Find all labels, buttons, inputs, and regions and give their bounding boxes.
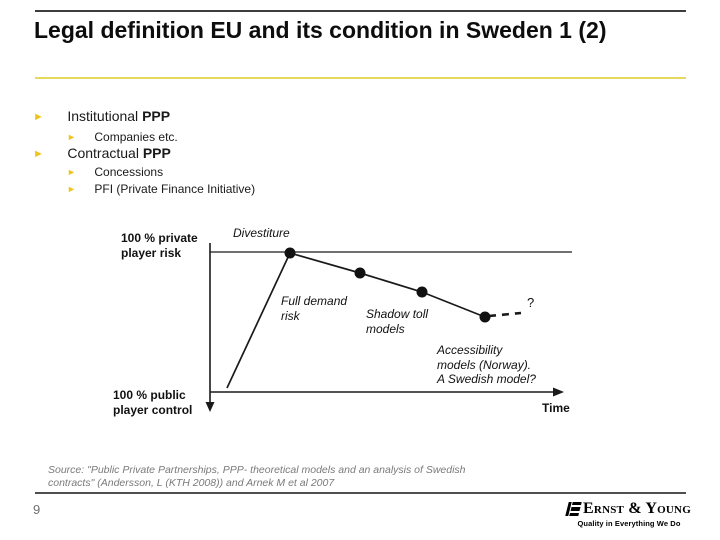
y-axis-top-label: 100 % private player risk — [121, 231, 198, 260]
bullet-label: Institutional PPP — [67, 108, 170, 124]
data-point-accessibility — [479, 311, 491, 323]
ey-logo-icon — [565, 502, 582, 516]
bullet-label: Concessions — [94, 165, 164, 179]
page-title: Legal definition EU and its condition in… — [34, 17, 607, 43]
y-axis-arrow-icon — [205, 402, 215, 412]
bullet-arrow-icon: ► — [33, 148, 44, 160]
x-axis-label: Time — [542, 401, 570, 415]
bullet-arrow-icon: ► — [67, 184, 76, 194]
page-number: 9 — [33, 502, 41, 517]
data-point-divestiture — [284, 247, 296, 259]
bullet-item: ► Institutional PPP — [33, 108, 170, 126]
bullet-item: ► Concessions — [67, 163, 163, 181]
accessibility-label: Accessibility models (Norway). A Swedish… — [437, 343, 536, 386]
bottom-rule — [35, 492, 686, 494]
ey-logo-name: Ernst & Young — [583, 500, 691, 517]
data-point — [354, 267, 366, 279]
full-demand-risk-label: Full demand risk — [281, 294, 348, 323]
y-axis-bottom-label: 100 % public player control — [113, 388, 193, 417]
bullet-arrow-icon: ► — [33, 111, 44, 123]
divestiture-label: Divestiture — [233, 226, 290, 240]
bullet-item: ► Companies etc. — [67, 128, 178, 146]
x-axis-arrow-icon — [553, 387, 564, 397]
question-mark-label: ? — [527, 295, 535, 310]
accent-rule — [35, 77, 686, 79]
risk-curve-dashed — [488, 311, 522, 318]
bullet-item: ► Contractual PPP — [33, 145, 171, 163]
bullet-label-text: Institutional — [67, 108, 143, 124]
shadow-toll-label: Shadow toll models — [366, 307, 429, 336]
ernst-young-logo: Ernst & Young Quality in Everything We D… — [564, 500, 694, 528]
bullet-arrow-icon: ► — [67, 167, 76, 177]
bullet-label-bold: PPP — [142, 108, 171, 124]
data-point-shadow-toll — [416, 286, 428, 298]
bullet-item: ► PFI (Private Finance Initiative) — [67, 180, 255, 198]
top-rule — [35, 10, 686, 12]
bullet-label-text: Contractual — [67, 145, 143, 161]
ey-logo-row: Ernst & Young — [564, 500, 694, 518]
bullet-label: Contractual PPP — [67, 145, 171, 161]
bullet-label: Companies etc. — [94, 130, 178, 144]
bullet-label-bold: PPP — [142, 145, 171, 161]
ey-logo-tagline: Quality in Everything We Do — [577, 519, 681, 528]
bullet-arrow-icon: ► — [67, 132, 76, 142]
bullet-label: PFI (Private Finance Initiative) — [94, 182, 256, 196]
source-citation: Source: "Public Private Partnerships, PP… — [48, 464, 466, 489]
